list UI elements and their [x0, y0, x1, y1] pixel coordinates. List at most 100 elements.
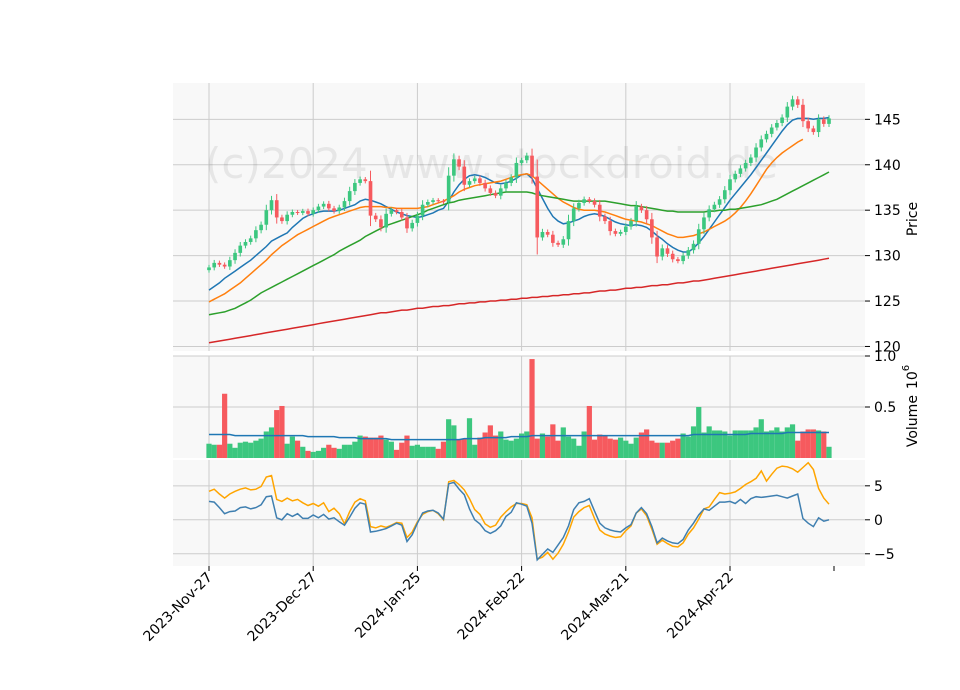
- candle-body: [264, 210, 269, 225]
- volume-bar: [331, 447, 337, 458]
- candle-body: [655, 237, 659, 257]
- volume-bar: [393, 449, 400, 458]
- volume-bar: [279, 405, 285, 458]
- osc-ytick-label: 0: [874, 513, 883, 529]
- volume-moving-average: [209, 431, 829, 441]
- candle-body: [665, 248, 670, 254]
- volume-bar: [487, 425, 493, 458]
- volume-bar: [591, 439, 598, 458]
- candle-body: [316, 206, 321, 211]
- volume-bar: [659, 442, 665, 458]
- candle-body: [717, 199, 722, 205]
- candle-body: [519, 160, 524, 163]
- candle-body: [749, 157, 753, 163]
- volume-bar: [425, 446, 431, 458]
- candle-body: [337, 207, 342, 212]
- candle-body: [623, 226, 628, 232]
- volume-bar: [451, 425, 457, 458]
- volume-bar: [612, 439, 618, 458]
- candle-body: [696, 229, 701, 244]
- xtick-label: 2023-Dec-27: [245, 570, 320, 645]
- candle-body: [504, 182, 508, 189]
- panel-bg-2: [173, 460, 865, 566]
- volume-bar: [539, 433, 546, 458]
- volume-bar: [352, 441, 358, 458]
- volume-bar: [388, 441, 394, 458]
- candle-body: [790, 99, 795, 107]
- volume-bar: [732, 430, 738, 458]
- volume-bar: [206, 443, 212, 458]
- candle-body: [426, 202, 430, 205]
- candle-body: [399, 212, 404, 218]
- volume-bar: [211, 444, 217, 458]
- volume-bar: [597, 434, 603, 458]
- volume-bar: [722, 431, 728, 458]
- candle-body: [217, 262, 222, 265]
- candle-body: [577, 202, 581, 209]
- volume-bar: [638, 432, 645, 458]
- candle-body: [274, 200, 279, 218]
- candle-body: [754, 147, 758, 158]
- volume-bar: [690, 426, 697, 458]
- volume-bar: [414, 444, 421, 458]
- candle-body: [608, 221, 612, 232]
- candle-body: [306, 211, 310, 214]
- volume-ytick-label: 0.5: [874, 400, 896, 416]
- volume-bar: [649, 440, 655, 458]
- volume-bar: [623, 440, 629, 458]
- candle-body: [592, 201, 597, 205]
- volume-bar: [716, 430, 723, 458]
- volume-bar: [326, 444, 332, 458]
- volume-bar: [242, 441, 249, 458]
- candle-body: [806, 121, 810, 129]
- candle-body: [342, 201, 347, 208]
- volume-bar: [289, 436, 295, 458]
- volume-bar: [263, 431, 269, 458]
- volume-bar: [571, 438, 577, 458]
- candle-body: [722, 190, 727, 200]
- volume-bar: [576, 445, 582, 458]
- candle-body: [452, 159, 456, 176]
- candlestick-series: [207, 95, 831, 273]
- volume-bar: [565, 436, 572, 458]
- volume-bar: [347, 444, 353, 458]
- volume-bar: [810, 429, 816, 458]
- volume-bar: [409, 445, 415, 458]
- candle-body: [368, 181, 373, 216]
- volume-axis-exponent-power: 6: [901, 365, 912, 371]
- candle-body: [785, 106, 790, 118]
- volume-bar: [555, 440, 561, 458]
- candle-body: [545, 231, 550, 235]
- candle-body: [587, 199, 592, 202]
- candle-body: [207, 267, 211, 271]
- candle-body: [811, 128, 816, 133]
- price-ytick-label: 125: [874, 294, 901, 310]
- volume-bar: [336, 448, 342, 458]
- candle-body: [238, 245, 243, 253]
- volume-bar: [743, 430, 749, 458]
- volume-bar: [763, 431, 770, 458]
- volume-bar: [685, 436, 691, 458]
- volume-bar: [472, 444, 478, 458]
- candle-body: [353, 182, 357, 192]
- candle-body: [571, 208, 576, 222]
- candle-body: [681, 255, 685, 262]
- candle-body: [821, 119, 826, 124]
- volume-bar: [513, 438, 519, 458]
- volume-bar: [383, 439, 389, 458]
- volume-bar: [492, 435, 499, 458]
- volume-bar: [404, 435, 410, 458]
- watermark-text: (c)2024 www.stockdroid.de: [205, 139, 778, 188]
- volume-bar: [216, 444, 223, 458]
- candle-body: [618, 231, 623, 234]
- candle-body: [415, 215, 420, 223]
- volume-bar: [237, 442, 243, 458]
- candle-body: [524, 155, 529, 161]
- volume-bar: [821, 431, 827, 458]
- volume-bar: [758, 419, 764, 458]
- candle-body: [420, 204, 425, 216]
- volume-bar: [524, 431, 530, 458]
- candle-body: [738, 168, 743, 174]
- candle-body: [248, 238, 253, 242]
